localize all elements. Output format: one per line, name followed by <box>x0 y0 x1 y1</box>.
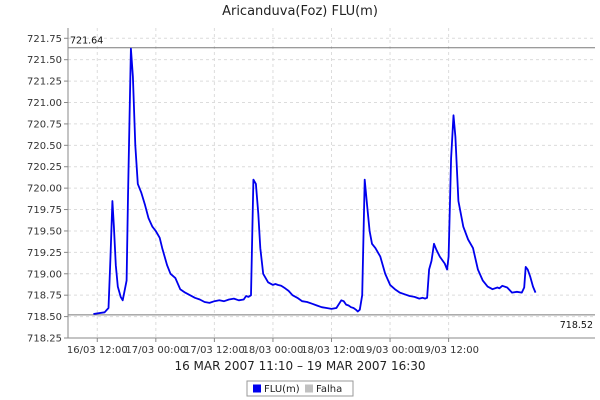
legend-swatch <box>305 384 313 393</box>
legend-swatch <box>253 384 261 393</box>
x-tick-label: 18/03 00:00 <box>243 345 304 356</box>
y-axis: 718.25 718.50 718.75 719.00 719.25 719.50 719.… <box>27 28 69 345</box>
y-tick-label: 721.50 <box>27 55 62 66</box>
y-tick-label: 719.25 <box>27 248 62 259</box>
legend-label: Falha <box>316 384 342 395</box>
x-tick-label: 19/03 12:00 <box>418 345 479 356</box>
series-group <box>93 47 537 315</box>
y-tick-label: 719.00 <box>27 269 62 280</box>
legend-box <box>246 380 354 397</box>
series-line-0 <box>93 47 537 315</box>
x-axis-label: 16 MAR 2007 11:10 – 19 MAR 2007 16:30 <box>174 359 425 373</box>
x-tick-label: 18/03 12:00 <box>301 345 362 356</box>
legend-label: FLU(m) <box>264 384 300 395</box>
y-tick-label: 718.25 <box>27 334 62 345</box>
y-tick-label: 721.00 <box>27 98 62 109</box>
chart-title: Aricanduva(Foz) FLU(m) <box>222 4 378 19</box>
y-tick-label: 718.50 <box>27 312 62 323</box>
y-tick-label: 721.75 <box>27 34 62 45</box>
y-tick-label: 720.00 <box>27 184 62 195</box>
y-tick-label: 720.50 <box>27 141 62 152</box>
y-tick-label: 721.25 <box>27 77 62 88</box>
legend: FLU(m) Falha <box>246 380 354 397</box>
y-tick-label: 718.75 <box>27 291 62 302</box>
x-tick-label: 16/03 12:00 <box>67 345 128 356</box>
reference-label: 718.52 <box>560 320 593 331</box>
reference-label: 721.64 <box>70 36 103 47</box>
y-tick-label: 720.75 <box>27 119 62 130</box>
x-tick-label: 19/03 00:00 <box>360 345 421 356</box>
reference-lines: 721.64 718.52 <box>68 36 595 331</box>
y-tick-label: 719.50 <box>27 226 62 237</box>
x-tick-label: 17/03 12:00 <box>184 345 245 356</box>
y-tick-label: 720.25 <box>27 162 62 173</box>
x-tick-label: 17/03 00:00 <box>125 345 186 356</box>
y-tick-label: 719.75 <box>27 205 62 216</box>
